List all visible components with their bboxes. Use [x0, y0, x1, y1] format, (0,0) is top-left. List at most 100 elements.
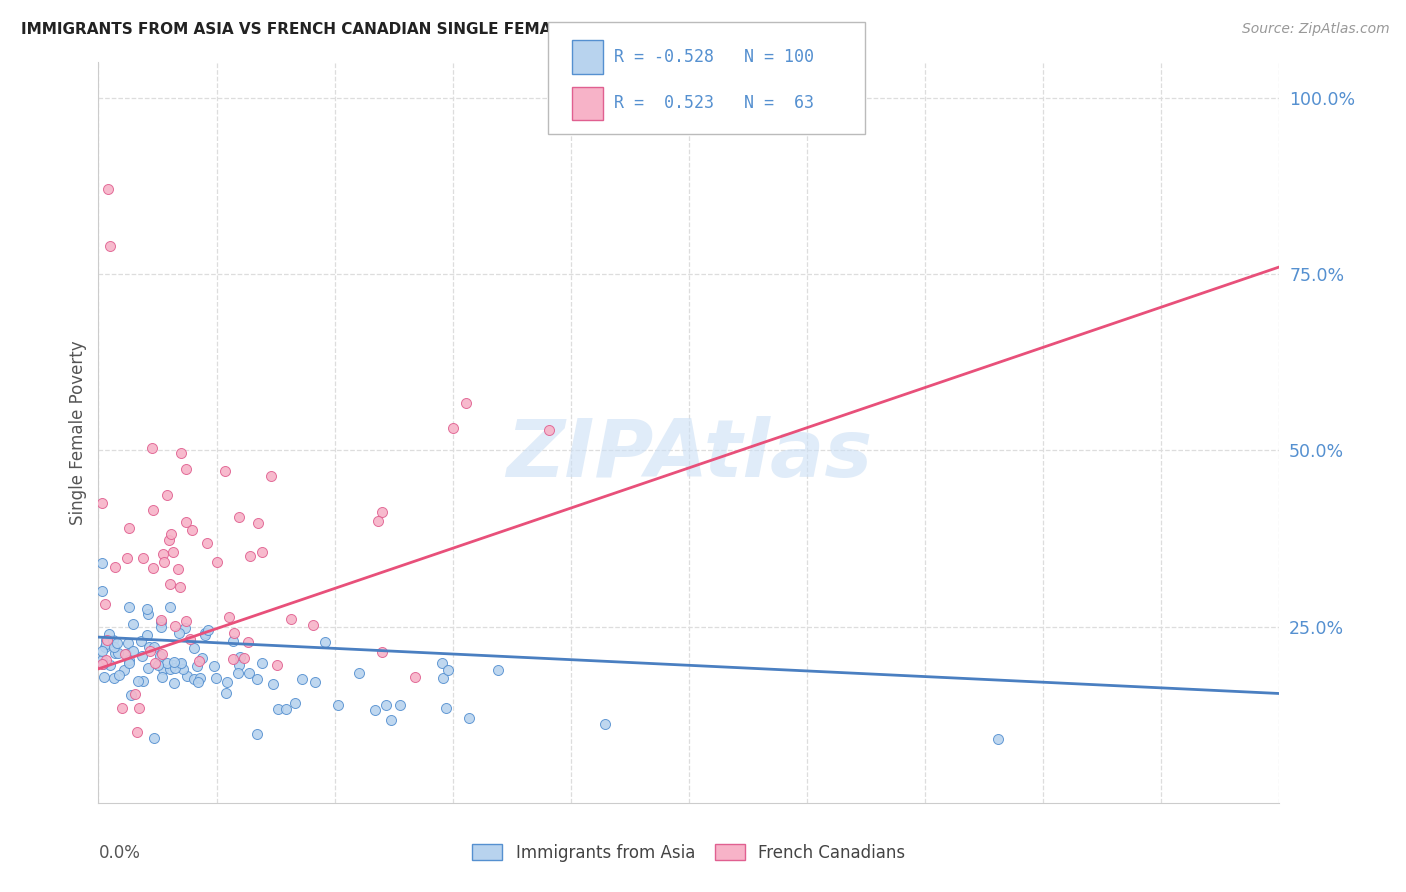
Point: [174, 515, 197, 529]
Point: [266, 702, 288, 716]
Point: [486, 663, 509, 677]
Point: [247, 516, 270, 531]
Point: [364, 703, 387, 717]
Point: [205, 671, 228, 685]
Point: [142, 503, 165, 517]
Point: [222, 626, 245, 640]
Point: [987, 731, 1010, 746]
Point: [108, 667, 131, 681]
Point: [128, 700, 150, 714]
Point: [458, 711, 481, 725]
Point: [404, 670, 426, 684]
Point: [159, 662, 181, 676]
Point: [187, 654, 209, 668]
Point: [172, 662, 194, 676]
Point: [195, 535, 218, 549]
Point: [149, 648, 172, 663]
Point: [437, 663, 460, 677]
Point: [118, 653, 141, 667]
Point: [374, 698, 396, 712]
Point: [139, 644, 162, 658]
Point: [150, 613, 173, 627]
Point: [96, 633, 118, 648]
Point: [217, 675, 239, 690]
Point: [104, 559, 127, 574]
Point: [150, 647, 173, 661]
Point: [266, 658, 288, 673]
Point: [170, 656, 193, 670]
Point: [159, 533, 181, 547]
Point: [94, 597, 117, 611]
Point: [181, 523, 204, 537]
Point: [91, 496, 114, 510]
Point: [118, 657, 141, 671]
Point: [162, 545, 184, 559]
Point: [98, 635, 121, 649]
Point: [302, 618, 325, 632]
Point: [347, 666, 370, 681]
Point: [159, 599, 181, 614]
Point: [143, 657, 166, 671]
Point: [149, 615, 172, 629]
Point: [91, 657, 114, 671]
Point: [91, 556, 114, 570]
Point: [129, 633, 152, 648]
Point: [370, 505, 392, 519]
Point: [246, 727, 269, 741]
Text: R =  0.523   N =  63: R = 0.523 N = 63: [614, 95, 814, 112]
Point: [105, 636, 128, 650]
Point: [290, 672, 312, 686]
Point: [96, 636, 118, 650]
Text: R = -0.528   N = 100: R = -0.528 N = 100: [614, 48, 814, 66]
Point: [91, 643, 114, 657]
Point: [142, 640, 165, 654]
Point: [118, 521, 141, 535]
Point: [367, 514, 389, 528]
Point: [284, 696, 307, 710]
Legend: Immigrants from Asia, French Canadians: Immigrants from Asia, French Canadians: [465, 838, 912, 869]
Point: [149, 620, 172, 634]
Point: [434, 701, 457, 715]
Point: [162, 657, 184, 672]
Point: [96, 653, 118, 667]
Point: [153, 555, 176, 569]
Point: [194, 625, 217, 640]
Point: [163, 655, 186, 669]
Point: [112, 663, 135, 677]
Point: [94, 640, 117, 654]
Text: 0.0%: 0.0%: [98, 844, 141, 862]
Point: [197, 623, 219, 637]
Point: [97, 627, 120, 641]
Point: [138, 640, 160, 654]
Text: Source: ZipAtlas.com: Source: ZipAtlas.com: [1241, 22, 1389, 37]
Point: [207, 555, 229, 569]
Point: [167, 562, 190, 576]
Point: [432, 672, 454, 686]
Point: [454, 395, 477, 409]
Point: [142, 560, 165, 574]
Point: [91, 652, 114, 666]
Point: [107, 646, 129, 660]
Point: [169, 446, 191, 460]
Point: [115, 550, 138, 565]
Point: [103, 671, 125, 685]
Point: [371, 645, 394, 659]
Point: [226, 666, 249, 681]
Point: [280, 612, 302, 626]
Point: [155, 488, 177, 502]
Point: [125, 725, 148, 739]
Point: [121, 644, 143, 658]
Point: [111, 700, 134, 714]
Point: [114, 647, 136, 661]
Point: [274, 702, 297, 716]
Point: [103, 640, 125, 654]
Point: [229, 650, 252, 665]
Point: [218, 610, 240, 624]
Point: [91, 657, 114, 671]
Point: [136, 661, 159, 675]
Point: [160, 526, 183, 541]
Point: [262, 677, 284, 691]
Point: [136, 601, 159, 615]
Point: [131, 648, 153, 663]
Point: [233, 651, 256, 665]
